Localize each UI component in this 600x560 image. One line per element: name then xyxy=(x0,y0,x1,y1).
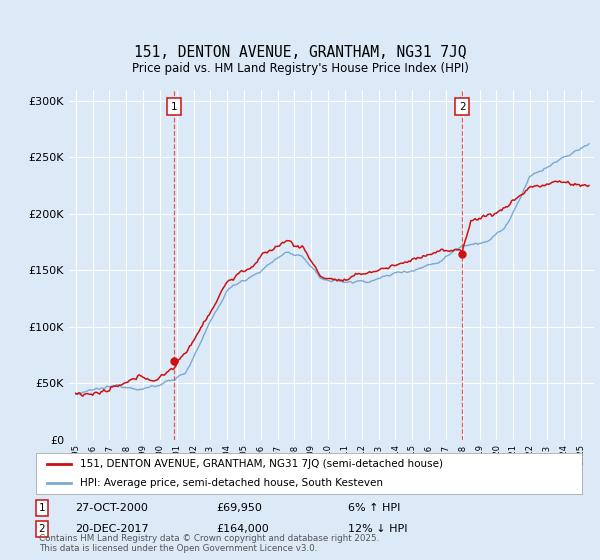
Text: 1: 1 xyxy=(170,101,177,111)
Text: Price paid vs. HM Land Registry's House Price Index (HPI): Price paid vs. HM Land Registry's House … xyxy=(131,62,469,76)
Text: 1: 1 xyxy=(38,503,46,513)
Text: £164,000: £164,000 xyxy=(216,524,269,534)
Text: 27-OCT-2000: 27-OCT-2000 xyxy=(75,503,148,513)
Text: HPI: Average price, semi-detached house, South Kesteven: HPI: Average price, semi-detached house,… xyxy=(80,478,383,488)
Text: 2: 2 xyxy=(459,101,466,111)
Text: 6% ↑ HPI: 6% ↑ HPI xyxy=(348,503,400,513)
Text: £69,950: £69,950 xyxy=(216,503,262,513)
Text: 20-DEC-2017: 20-DEC-2017 xyxy=(75,524,149,534)
Text: 151, DENTON AVENUE, GRANTHAM, NG31 7JQ: 151, DENTON AVENUE, GRANTHAM, NG31 7JQ xyxy=(134,45,466,60)
Text: Contains HM Land Registry data © Crown copyright and database right 2025.
This d: Contains HM Land Registry data © Crown c… xyxy=(39,534,379,553)
Text: 2: 2 xyxy=(38,524,46,534)
Text: 12% ↓ HPI: 12% ↓ HPI xyxy=(348,524,407,534)
Text: 151, DENTON AVENUE, GRANTHAM, NG31 7JQ (semi-detached house): 151, DENTON AVENUE, GRANTHAM, NG31 7JQ (… xyxy=(80,459,443,469)
